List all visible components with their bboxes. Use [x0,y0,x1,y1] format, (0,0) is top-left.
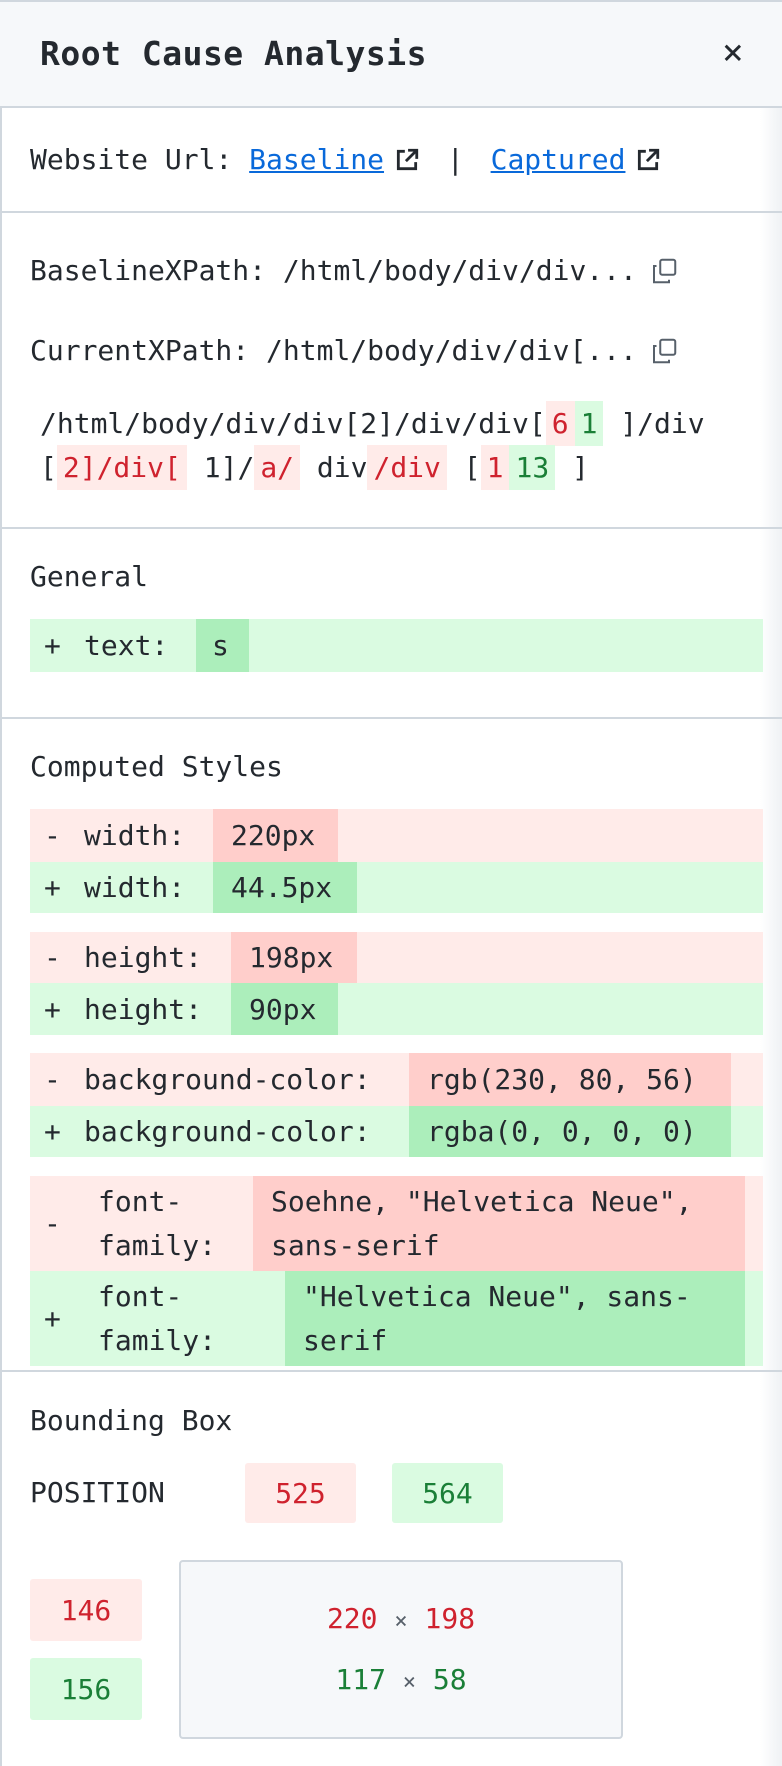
diff-key: width: [84,819,186,852]
general-section-title: General [30,560,149,593]
xpath-diff: /html/body/div/div[2]/div/div[6 1 ] /div[2… [40,401,750,490]
diff-value: s [196,619,249,672]
diff-key: text: [84,629,169,662]
diff-key: font-family: [84,1275,216,1363]
diff-key: height: [84,992,203,1026]
xpath-segment-same: [ [446,451,481,484]
diff-key: background-color: [84,1115,371,1148]
diff-value: 220px [213,809,338,862]
size-box: 220 × 198 117 × 58 [179,1560,623,1739]
diff-key-line: font- [98,1279,183,1313]
copy-icon[interactable] [649,336,679,373]
y-baseline-chip: 146 [30,1579,142,1641]
size-current: 117 × 58 [181,1663,621,1696]
diff-value-line: Soehne, "Helvetica Neue", [271,1185,693,1218]
baseline-xpath-value: /html/body/div/div... [282,254,637,287]
captured-link[interactable]: Captured [490,143,626,176]
diff-value: 198px [231,932,357,983]
external-link-icon[interactable] [635,147,661,180]
divider [0,527,782,529]
diff-sign: + [44,1115,61,1148]
divider [0,211,782,213]
diff-row-added: + text: s [30,619,763,672]
xpath-segment-same: ]/div[ [40,407,705,484]
diff-value: rgb(230, 80, 56) [409,1053,731,1106]
diff-value-line: "Helvetica Neue", sans- [303,1280,691,1313]
times-sign: × [402,1670,417,1695]
diff-sign: - [44,1206,61,1240]
position-label: POSITION [30,1476,165,1509]
current-xpath-row: CurrentXPath: /html/body/div/div[... [30,334,679,373]
diff-row-removed: - background-color: rgb(230, 80, 56) [30,1053,763,1106]
diff-sign: + [44,629,61,662]
x-current-chip: 564 [392,1463,503,1523]
external-link-icon[interactable] [394,147,420,180]
computed-styles-title: Computed Styles [30,750,283,783]
xpath-segment-removed: 6 [545,401,575,446]
times-sign: × [394,1609,408,1634]
xpath-segment-same: 1]/ [186,451,255,484]
xpath-segment-same: div [300,451,368,484]
current-width: 117 [335,1663,386,1696]
baseline-link[interactable]: Baseline [249,143,385,176]
diff-sign: + [44,871,61,904]
diff-row-removed: - width: 220px [30,809,763,862]
diff-row-added: + font-family: "Helvetica Neue", sans-se… [30,1271,763,1366]
diff-value: 44.5px [213,862,357,913]
website-url-label: Website Url: [30,143,233,176]
current-xpath-value: /html/body/div/div[... [266,334,637,367]
diff-row-added: + background-color: rgba(0, 0, 0, 0) [30,1106,763,1157]
copy-icon[interactable] [649,256,679,293]
diff-key: font-family: [84,1180,216,1268]
xpath-segment-removed: /div [367,445,447,490]
diff-value-line: sans-serif [271,1229,440,1262]
diff-key-line: family: [98,1323,217,1357]
diff-key: height: [84,941,203,974]
y-current-chip: 156 [30,1658,142,1720]
diff-key: background-color: [84,1063,371,1096]
website-url-row: Website Url: Baseline | Captured [30,143,661,180]
xpath-segment-removed: 1 [480,445,510,490]
diff-value-line: serif [303,1324,388,1357]
diff-key: width: [84,871,186,904]
divider [0,717,782,719]
diff-sign: + [44,992,61,1026]
x-baseline-chip: 525 [245,1463,356,1523]
baseline-xpath-label: BaselineXPath: [30,254,267,287]
bounding-box-title: Bounding Box [30,1404,233,1437]
divider [0,1370,782,1372]
diff-row-added: + width: 44.5px [30,862,763,913]
xpath-segment-added: 13 [509,445,556,490]
diff-row-removed: - height: 198px [30,932,763,983]
current-xpath-label: CurrentXPath: [30,334,250,367]
close-icon[interactable]: × [722,32,744,73]
diff-key-line: font- [98,1184,183,1218]
baseline-height: 198 [424,1602,476,1635]
panel-header: Root Cause Analysis × [0,0,782,108]
diff-sign: - [44,1063,61,1096]
diff-row-removed: - font-family: Soehne, "Helvetica Neue",… [30,1176,763,1271]
diff-sign: - [44,941,61,974]
baseline-xpath-row: BaselineXPath: /html/body/div/div... [30,254,679,293]
diff-value: Soehne, "Helvetica Neue", sans-serif [253,1176,745,1271]
diff-row-added: + height: 90px [30,983,763,1035]
diff-value: rgba(0, 0, 0, 0) [409,1106,731,1157]
scroll-fade [760,0,782,1766]
xpath-segment-removed: 2]/div[ [56,445,187,490]
diff-sign: + [44,1301,61,1335]
current-height: 58 [432,1663,467,1696]
page-title: Root Cause Analysis [40,34,427,73]
size-baseline: 220 × 198 [181,1602,621,1635]
xpath-segment-same: /html/body/div/div[2]/div/div[ [40,407,546,440]
diff-value: 90px [231,983,338,1035]
diff-value: "Helvetica Neue", sans-serif [285,1271,745,1366]
diff-sign: - [44,819,61,852]
diff-key-line: family: [98,1228,217,1262]
xpath-segment-same: ] [555,451,589,484]
xpath-segment-removed: a/ [254,445,301,490]
url-separator: | [446,143,464,176]
xpath-segment-added: 1 [574,401,604,446]
baseline-width: 220 [326,1602,378,1635]
